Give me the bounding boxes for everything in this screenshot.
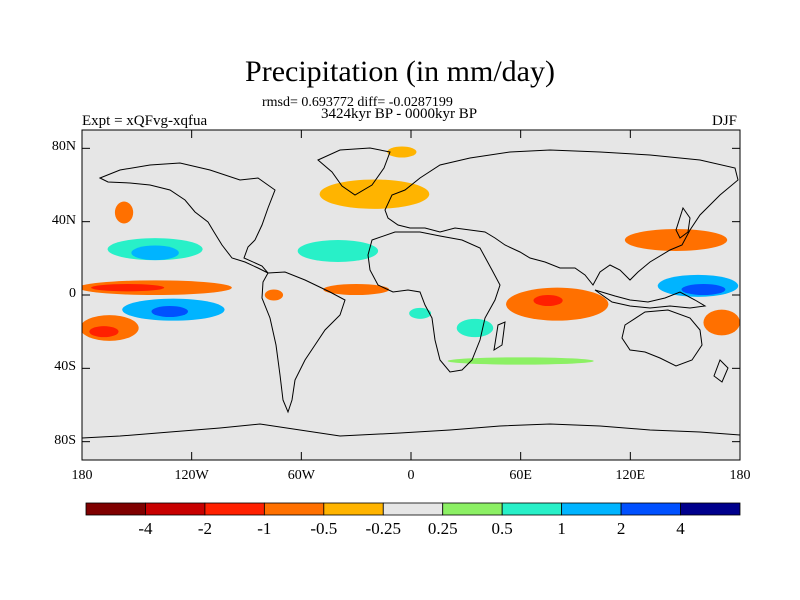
map-background — [82, 130, 740, 460]
colorbar-label: 0.25 — [427, 519, 458, 538]
anomaly-greenland-wet — [387, 146, 417, 158]
coastline-madagascar — [493, 321, 506, 352]
colorbar-label: 0.5 — [491, 519, 513, 538]
lat-label: 0 — [69, 286, 76, 301]
experiment-label: Expt = xQFvg-xqfua — [82, 113, 208, 129]
coastline-indonesia — [594, 289, 707, 309]
anomaly-atlantic-itcz-wet — [323, 284, 390, 295]
anomaly-n-atlantic-wet — [319, 179, 430, 209]
lon-label: 180 — [729, 468, 751, 483]
lon-label: 120W — [174, 468, 209, 483]
colorbar-label: 1 — [557, 519, 566, 538]
colorbar-label: -4 — [138, 519, 153, 538]
colorbar-swatch — [442, 502, 503, 516]
colorbar-label: -0.25 — [365, 519, 401, 538]
period-subtitle: 3424kyr BP - 0000kyr BP — [321, 106, 478, 122]
anomaly-s-pacific-wet — [703, 309, 740, 336]
lat-label: 80N — [51, 139, 76, 155]
anomaly-w-pacific-wet — [624, 229, 728, 251]
coastline-south-america — [261, 271, 346, 414]
coastline-antarctica — [82, 423, 740, 439]
lat-label: 40N — [51, 212, 76, 228]
season-label: DJF — [712, 113, 738, 129]
lon-label: 120E — [615, 468, 646, 483]
colorbar-swatch — [501, 502, 563, 516]
anomaly-w-pacific-dry-core — [681, 284, 726, 295]
anomaly-e-pacific-core — [91, 284, 165, 292]
coastlines — [82, 147, 740, 439]
coastline-eurasia — [384, 149, 739, 286]
anomaly-n-pacific-wet — [114, 201, 134, 224]
colorbar-swatch — [620, 502, 681, 516]
colorbar-label: -2 — [197, 519, 212, 538]
anomaly-pacific-dry-core — [151, 306, 189, 317]
colorbar-label: 2 — [616, 519, 626, 538]
colorbar-swatch — [382, 502, 444, 516]
anomaly-fields — [82, 146, 740, 365]
colorbar-swatch — [263, 502, 325, 516]
lon-label: 60E — [509, 468, 532, 483]
longitude-ticks — [81, 130, 741, 460]
anomaly-s-ocean-dry — [447, 357, 594, 365]
anomaly-s-atlantic-dry — [409, 307, 432, 319]
coastline-africa — [367, 231, 501, 373]
lat-label: 80S — [54, 432, 76, 448]
coastline-greenland — [317, 147, 391, 196]
lon-label: 60W — [287, 468, 315, 483]
colorbar-swatch — [85, 502, 146, 516]
colorbar-label: -1 — [257, 519, 272, 538]
lon-label: 180 — [71, 468, 93, 483]
anomaly-s-america-wet — [264, 289, 284, 301]
stats-subtitle: rmsd= 0.693772 diff= -0.0287199 — [262, 95, 453, 110]
colorbar-label: -0.5 — [310, 519, 338, 538]
colorbar-swatch — [204, 502, 265, 516]
lat-label: 40S — [54, 359, 76, 375]
colorbar-swatch — [680, 502, 741, 516]
colorbar-swatch — [145, 502, 206, 516]
anomaly-indian-ocean-core — [533, 295, 563, 306]
anomaly-africa-dry — [456, 318, 494, 338]
colorbar-label: 4 — [676, 519, 685, 538]
colorbar — [85, 502, 741, 516]
anomaly-atlantic-dry — [297, 240, 379, 262]
anomaly-sw-pacific-core — [89, 326, 119, 338]
chart-title: Precipitation (in mm/day) — [245, 55, 555, 88]
lon-label: 0 — [407, 468, 415, 483]
coastline-new-zealand — [713, 359, 729, 383]
coastline-north-america — [98, 162, 276, 274]
anomaly-n-pacific-dry2 — [131, 245, 179, 261]
coastline-japan — [675, 206, 691, 239]
latitude-ticks — [82, 147, 740, 443]
coastline-australia — [621, 309, 703, 367]
colorbar-swatch — [561, 502, 622, 516]
colorbar-swatch — [323, 502, 384, 516]
